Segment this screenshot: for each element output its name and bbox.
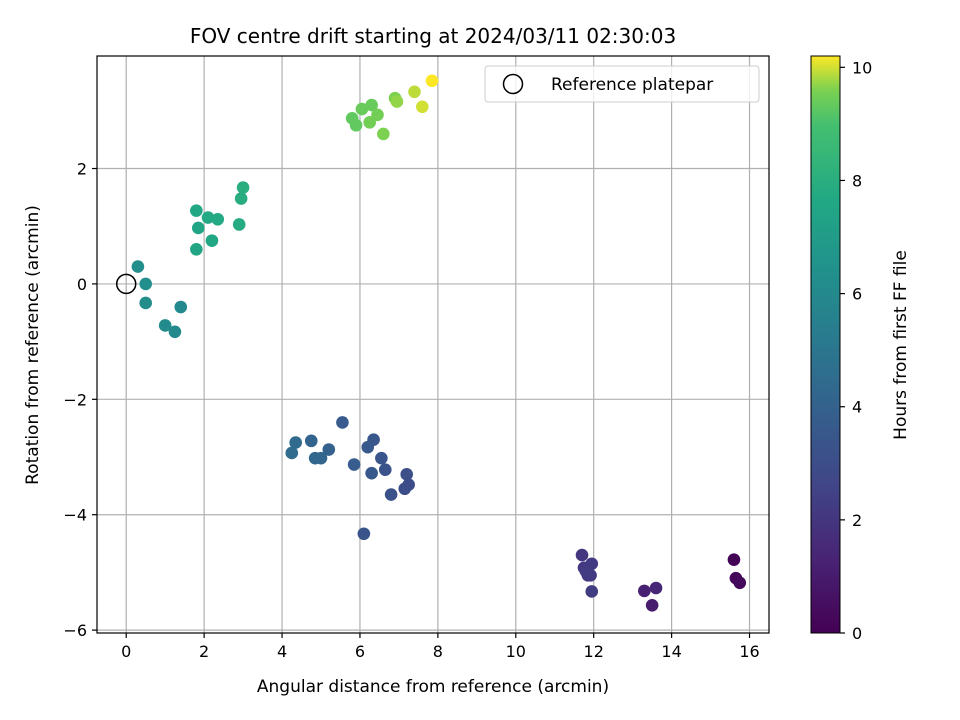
x-tick-label: 12 <box>584 642 604 661</box>
data-point <box>408 85 421 99</box>
colorbar-ticks: 0 2 4 6 8 10 <box>840 58 872 643</box>
data-point <box>649 581 663 595</box>
data-point <box>733 576 747 590</box>
y-tick-label: 2 <box>77 160 87 179</box>
data-point <box>415 100 429 114</box>
data-point <box>139 277 152 291</box>
y-tick-label: −4 <box>63 506 87 525</box>
data-point <box>190 242 203 256</box>
x-tick-label: 6 <box>355 642 365 661</box>
data-point <box>390 95 404 108</box>
data-point <box>158 319 172 332</box>
data-point <box>585 585 599 598</box>
data-point <box>365 466 378 480</box>
data-point <box>425 74 439 88</box>
data-point <box>347 458 361 471</box>
data-point <box>365 98 378 112</box>
data-point <box>139 296 152 310</box>
x-tick-label: 2 <box>199 642 209 661</box>
colorbar-tick-label: 4 <box>852 398 862 417</box>
data-point <box>349 118 363 132</box>
legend-box <box>484 65 760 103</box>
legend: Reference platepar <box>484 65 760 103</box>
data-point <box>174 300 188 314</box>
data-point <box>575 548 589 562</box>
x-axis-label: Angular distance from reference (arcmin) <box>257 677 609 697</box>
y-tick-label: −2 <box>63 390 87 409</box>
data-point <box>191 221 205 235</box>
x-tick-label: 4 <box>277 642 287 661</box>
data-point <box>336 416 349 429</box>
data-point <box>201 211 215 224</box>
data-point <box>638 584 651 598</box>
data-point <box>361 440 375 454</box>
colorbar-label: Hours from first FF file <box>891 250 911 440</box>
data-point <box>355 102 369 116</box>
colorbar-tick-label: 6 <box>852 285 862 304</box>
x-tick-label: 0 <box>121 642 131 661</box>
x-tick-label: 14 <box>661 642 681 661</box>
data-point <box>375 451 388 465</box>
data-point <box>211 212 225 226</box>
data-point <box>377 127 390 141</box>
data-point <box>234 192 248 205</box>
chart-title: FOV centre drift starting at 2024/03/11 … <box>190 24 676 48</box>
data-point <box>322 443 336 456</box>
data-point <box>579 564 593 578</box>
legend-reference-marker-icon <box>502 73 524 95</box>
data-point <box>168 325 182 339</box>
data-point <box>205 234 219 247</box>
data-point <box>190 204 203 217</box>
data-point <box>371 108 384 122</box>
x-tick-label: 16 <box>739 642 759 661</box>
y-tick-label: −6 <box>63 621 87 640</box>
data-point <box>232 218 246 231</box>
colorbar-tick-label: 2 <box>852 511 862 530</box>
colorbar: 0 2 4 6 8 10 Hours from first FF file <box>810 55 911 643</box>
data-point <box>363 116 376 129</box>
data-point <box>645 599 659 612</box>
data-point <box>314 451 328 465</box>
plot-frame <box>96 55 770 634</box>
colorbar-tick-label: 0 <box>852 624 862 643</box>
data-point <box>402 478 415 492</box>
y-axis-label: Rotation from reference (arcmin) <box>23 205 43 485</box>
grid-lines <box>97 56 769 633</box>
x-axis-ticks: 0 2 4 6 8 10 12 14 16 <box>121 633 760 661</box>
data-point <box>357 527 371 541</box>
reference-marker <box>115 273 137 295</box>
y-tick-label: 0 <box>77 275 87 294</box>
x-tick-label: 8 <box>433 642 443 661</box>
colorbar-gradient <box>810 55 841 634</box>
x-tick-label: 10 <box>506 642 526 661</box>
data-point <box>304 434 318 448</box>
data-point <box>400 468 414 481</box>
data-point <box>378 463 392 477</box>
data-point <box>289 436 302 449</box>
data-point <box>384 488 398 501</box>
data-points <box>131 74 747 612</box>
data-point <box>236 181 250 194</box>
data-point <box>131 260 145 273</box>
colorbar-tick-label: 10 <box>852 58 872 77</box>
colorbar-tick-label: 8 <box>852 171 862 190</box>
y-axis-ticks: −6 −4 −2 0 2 <box>63 160 97 640</box>
legend-entry-label: Reference platepar <box>551 75 713 95</box>
reference-platepar-point <box>115 273 137 295</box>
data-point <box>727 553 741 567</box>
data-point <box>285 446 299 460</box>
